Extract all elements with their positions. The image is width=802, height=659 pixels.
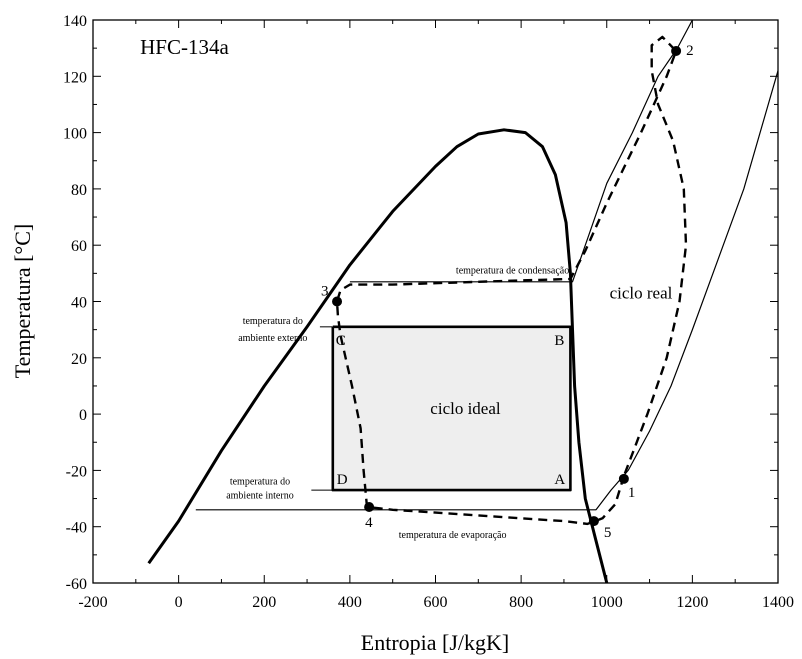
x-tick-label: 600: [424, 594, 448, 611]
ideal-cycle-region: [332, 326, 571, 491]
y-tick-label: 80: [71, 182, 87, 199]
y-tick-label: 20: [71, 351, 87, 368]
series-real-cycle: [335, 35, 688, 526]
point-marks: 1 2 3 4 5: [321, 43, 694, 541]
annotation-4: ciclo ideal: [430, 399, 501, 418]
corner-label-D: D: [337, 472, 348, 488]
corner-label-B: B: [554, 333, 564, 349]
text-labels: A B C D HFC-134a temperatura de condensação te…: [140, 35, 673, 541]
y-tick-label: 120: [63, 69, 87, 86]
annotation-3: ciclo real: [610, 284, 673, 303]
y-axis-label: Temperatura [°C]: [10, 224, 35, 378]
corner-label-C: C: [336, 333, 346, 349]
y-tick-label: 40: [71, 295, 87, 312]
state-point-1: [618, 473, 629, 484]
annotation-6: ambiente externo: [238, 333, 307, 344]
state-point-label-4: 4: [365, 515, 373, 531]
axis-ticks: -200 0 200 400 600 800 1000 1200 1400-60-40-2002…: [63, 13, 794, 611]
annotation-7: temperatura do: [230, 476, 290, 487]
series-isobar-low: [195, 70, 779, 511]
plot-area-fill: [93, 20, 778, 583]
annotation-5: temperatura do: [243, 316, 303, 327]
y-tick-label: 100: [63, 126, 87, 143]
x-tick-label: 1400: [762, 594, 794, 611]
x-tick-label: 1000: [591, 594, 623, 611]
state-point-label-1: 1: [628, 485, 636, 501]
x-tick-label: 1200: [676, 594, 708, 611]
state-point-2: [671, 45, 682, 56]
state-point-3: [332, 296, 343, 307]
x-axis-label: Entropia [J/kgK]: [361, 630, 509, 655]
x-tick-label: 0: [175, 594, 183, 611]
annotation-2: temperatura de evaporação: [399, 530, 507, 541]
corner-label-A: A: [554, 472, 565, 488]
y-tick-label: -20: [66, 463, 87, 480]
x-tick-label: 400: [338, 594, 362, 611]
state-point-label-3: 3: [321, 284, 329, 300]
y-tick-label: 140: [63, 13, 87, 30]
annotation-1: temperatura de condensação: [456, 265, 569, 276]
series-saturation-dome: [147, 128, 609, 584]
state-point-5: [588, 516, 599, 527]
annotation-8: ambiente interno: [226, 491, 293, 502]
y-tick-label: -40: [66, 520, 87, 537]
x-tick-label: 200: [252, 594, 276, 611]
y-tick-label: -60: [66, 576, 87, 593]
annotation-0: HFC-134a: [140, 35, 229, 59]
series-lines: [147, 19, 779, 584]
state-point-label-2: 2: [686, 43, 694, 59]
y-tick-label: 60: [71, 238, 87, 255]
state-point-4: [364, 501, 375, 512]
x-tick-label: -200: [78, 594, 107, 611]
y-tick-label: 0: [79, 407, 87, 424]
x-tick-label: 800: [509, 594, 533, 611]
series-ideal-cycle: [331, 325, 572, 492]
state-point-label-5: 5: [604, 525, 612, 541]
